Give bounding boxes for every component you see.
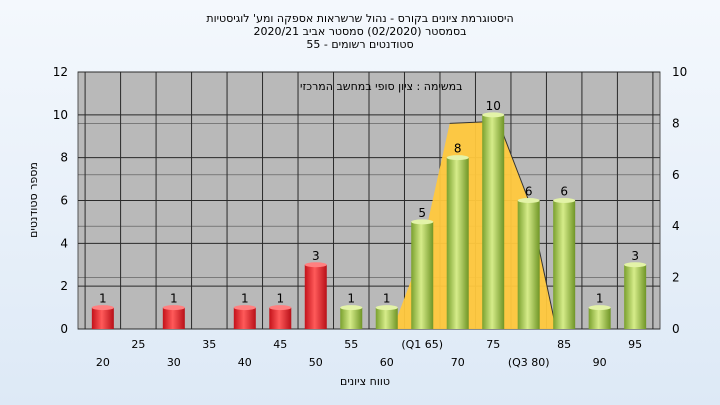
bar-cap (340, 305, 363, 311)
x-tick-label: 75 (486, 338, 500, 351)
bar-cap (482, 112, 505, 118)
x-tick-label: 40 (238, 356, 252, 369)
bar-45 (269, 307, 292, 329)
chart-title-line-2: בסמסטר (02/2020) סמסטר אביב 2020/21 (253, 25, 466, 38)
x-tick-label: 25 (131, 338, 145, 351)
y-tick-label: 8 (60, 151, 68, 165)
bar-Q165 (411, 221, 434, 329)
distribution-curve-line (449, 120, 557, 330)
x-tick-label: 95 (628, 338, 642, 351)
data-label: 1 (241, 292, 249, 306)
bar-cap (233, 305, 256, 311)
y-axis-label: מספר סטודנטים (27, 162, 40, 238)
x-tick-label: 55 (344, 338, 358, 351)
data-labels: 1 1 1 1 3 1 1 5 8 10 6 6 1 3 (99, 99, 639, 306)
bar-40 (233, 307, 256, 329)
data-label: 8 (454, 142, 462, 156)
y-tick-label: 12 (53, 65, 68, 79)
bar-cap (304, 262, 327, 268)
bar-30 (162, 307, 185, 329)
bar-90 (588, 307, 611, 329)
data-label: 1 (99, 292, 107, 306)
bar-Q380 (517, 200, 540, 329)
x-tick-label: 35 (202, 338, 216, 351)
bar-cap (162, 305, 185, 311)
data-label: 1 (596, 292, 604, 306)
data-label: 1 (383, 292, 391, 306)
data-label: 1 (276, 292, 284, 306)
bar-cap (553, 198, 576, 203)
x-tick-label: 30 (167, 356, 181, 369)
bar-cap (411, 219, 434, 225)
y2-tick-label: 6 (672, 168, 680, 182)
bar-cap (588, 305, 611, 311)
x-tick-label: (Q3 80) (508, 356, 550, 369)
distribution-curve-area (392, 121, 557, 329)
bar-95 (624, 264, 647, 329)
bar-50 (304, 264, 327, 329)
x-axis-ticks: 20 25 30 35 40 45 50 55 60 (Q1 65) 70 75 (Q3 80) 85 90… (96, 338, 642, 369)
bar-20 (91, 307, 114, 329)
bar-85 (553, 200, 576, 329)
data-label: 6 (525, 185, 533, 199)
bar-cap (375, 305, 398, 311)
y-tick-label: 4 (60, 236, 68, 250)
x-tick-label: (Q1 65) (401, 338, 443, 351)
y2-tick-label: 4 (672, 219, 680, 233)
data-label: 5 (418, 206, 426, 220)
y-tick-label: 10 (53, 108, 68, 122)
y2-tick-label: 10 (672, 65, 687, 79)
right-axis-ticks: 0 2 4 6 8 10 (672, 65, 687, 336)
x-tick-label: 85 (557, 338, 571, 351)
bar-cap (624, 262, 647, 268)
bar-70 (446, 157, 469, 329)
bars-group (91, 112, 647, 329)
y-tick-label: 0 (60, 322, 68, 336)
x-tick-label: 45 (273, 338, 287, 351)
y2-tick-label: 0 (672, 322, 680, 336)
data-label: 1 (170, 292, 178, 306)
chart-title-line-3: סטודנטים רשומים - 55 (306, 38, 413, 51)
data-label: 6 (560, 185, 568, 199)
y-tick-label: 2 (60, 279, 68, 293)
x-tick-label: 50 (309, 356, 323, 369)
y2-tick-label: 2 (672, 271, 680, 285)
bar-55 (340, 307, 363, 329)
y2-tick-label: 8 (672, 116, 680, 130)
data-label: 3 (631, 249, 639, 263)
bar-cap (91, 305, 114, 311)
x-tick-label: 60 (380, 356, 394, 369)
chart-title-line-1: היסטוגרמת ציונים בקורס - נהול שרשראות אס… (206, 12, 513, 25)
x-tick-label: 20 (96, 356, 110, 369)
bar-75 (482, 114, 505, 329)
data-label: 1 (347, 292, 355, 306)
y-tick-label: 6 (60, 194, 68, 208)
x-axis-label: טווח ציונים (340, 375, 390, 388)
x-tick-label: 70 (451, 356, 465, 369)
x-tick-label: 90 (593, 356, 607, 369)
bar-cap (446, 155, 469, 161)
bar-60 (375, 307, 398, 329)
data-label: 3 (312, 249, 320, 263)
bar-cap (269, 305, 292, 311)
left-axis-ticks: 0 2 4 6 8 10 12 (53, 65, 68, 336)
bar-cap (517, 198, 540, 203)
data-label: 10 (486, 99, 501, 113)
chart-annotation: במשימה : ציון סופי במחשב המרכזי (300, 80, 463, 93)
